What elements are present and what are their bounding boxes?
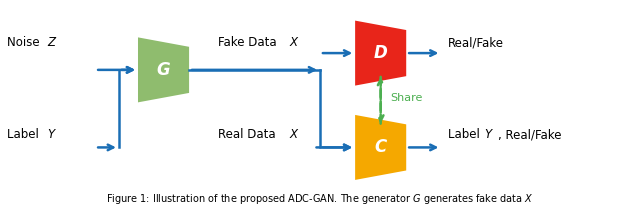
Text: $Z$: $Z$ <box>47 36 57 49</box>
Text: Fake Data: Fake Data <box>218 36 280 49</box>
Polygon shape <box>138 37 189 102</box>
Text: D: D <box>374 44 388 62</box>
Text: $X$: $X$ <box>289 36 300 49</box>
Text: Real Data: Real Data <box>218 128 279 141</box>
Text: Label: Label <box>7 128 43 141</box>
Text: G: G <box>157 61 170 79</box>
Text: C: C <box>374 138 387 156</box>
Text: Real/Fake: Real/Fake <box>448 36 504 49</box>
Text: Label: Label <box>448 128 483 141</box>
Text: $X$: $X$ <box>289 128 300 141</box>
Polygon shape <box>355 115 406 180</box>
Text: Noise: Noise <box>7 36 44 49</box>
Text: , Real/Fake: , Real/Fake <box>497 128 561 141</box>
Text: Figure 1: Illustration of the proposed ADC-GAN. The generator $G$ generates fake: Figure 1: Illustration of the proposed A… <box>106 192 534 206</box>
Polygon shape <box>355 21 406 86</box>
Text: $Y$: $Y$ <box>47 128 56 141</box>
Text: Share: Share <box>390 93 422 103</box>
Text: $Y$: $Y$ <box>484 128 494 141</box>
